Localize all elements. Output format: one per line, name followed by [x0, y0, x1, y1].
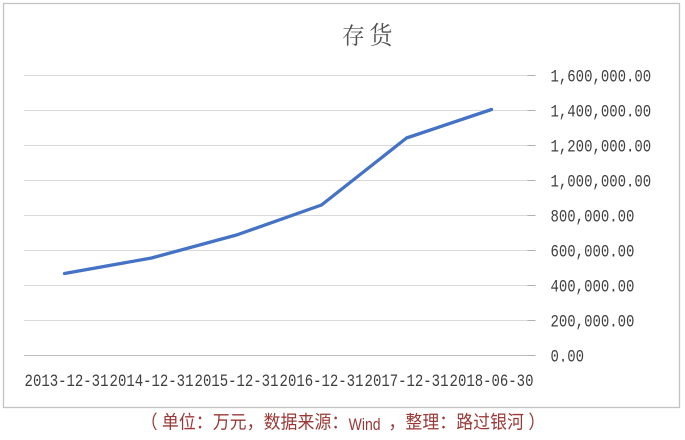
- svg-text:2016-12-31: 2016-12-31: [280, 372, 364, 392]
- svg-text:1,000,000.00: 1,000,000.00: [551, 172, 652, 192]
- svg-text:2018-06-30: 2018-06-30: [450, 372, 534, 392]
- svg-text:0.00: 0.00: [551, 347, 585, 367]
- svg-text:200,000.00: 200,000.00: [551, 312, 635, 332]
- svg-text:2014-12-31: 2014-12-31: [110, 372, 194, 392]
- svg-text:1,600,000.00: 1,600,000.00: [551, 67, 652, 87]
- svg-text:800,000.00: 800,000.00: [551, 207, 635, 227]
- svg-text:2015-12-31: 2015-12-31: [195, 372, 279, 392]
- svg-text:2017-12-31: 2017-12-31: [365, 372, 449, 392]
- svg-text:400,000.00: 400,000.00: [551, 277, 635, 297]
- svg-text:1,400,000.00: 1,400,000.00: [551, 102, 652, 122]
- svg-text:600,000.00: 600,000.00: [551, 242, 635, 262]
- svg-text:1,200,000.00: 1,200,000.00: [551, 137, 652, 157]
- svg-text:2013-12-31: 2013-12-31: [25, 372, 109, 392]
- svg-text:Wind: Wind: [349, 416, 381, 434]
